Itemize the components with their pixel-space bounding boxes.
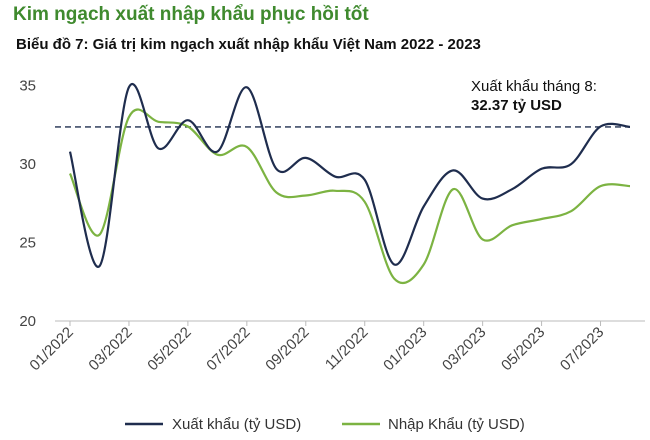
x-tick-label: 03/2022	[85, 324, 135, 374]
annotation: Xuất khẩu tháng 8: 32.37 tỷ USD	[471, 78, 597, 114]
legend-label-export: Xuất khẩu (tỷ USD)	[172, 416, 301, 433]
x-tick-labels: 01/2022 03/2022 05/2022 07/2022 09/2022 11/20…	[26, 321, 607, 374]
annotation-label: Xuất khẩu tháng 8:	[471, 78, 597, 95]
y-tick-label: 20	[19, 313, 36, 330]
chart-title: Biểu đồ 7: Giá trị kim ngạch xuất nhập k…	[16, 36, 481, 53]
annotation-value: 32.37 tỷ USD	[471, 97, 562, 114]
x-tick-label: 09/2022	[262, 324, 312, 374]
x-tick-label: 05/2023	[498, 324, 548, 374]
x-tick-label: 07/2022	[203, 324, 253, 374]
legend: Xuất khẩu (tỷ USD) Nhập Khẩu (tỷ USD)	[125, 416, 525, 433]
y-tick-label: 30	[19, 156, 36, 173]
series-line-import	[68, 108, 631, 285]
x-tick-label: 01/2022	[26, 324, 76, 374]
x-tick-label: 01/2023	[380, 324, 430, 374]
x-tick-label: 05/2022	[144, 324, 194, 374]
y-tick-labels: 20 25 30 35	[19, 78, 36, 330]
x-tick-label: 11/2022	[322, 324, 372, 374]
y-tick-label: 25	[19, 235, 36, 252]
series-line-export	[68, 83, 631, 268]
x-tick-label: 03/2023	[439, 324, 489, 374]
legend-label-import: Nhập Khẩu (tỷ USD)	[388, 416, 525, 433]
x-tick-label: 07/2023	[557, 324, 607, 374]
series-lines	[68, 83, 631, 285]
headline: Kim ngạch xuất nhập khẩu phục hồi tốt	[13, 4, 369, 25]
y-tick-label: 35	[19, 78, 36, 95]
